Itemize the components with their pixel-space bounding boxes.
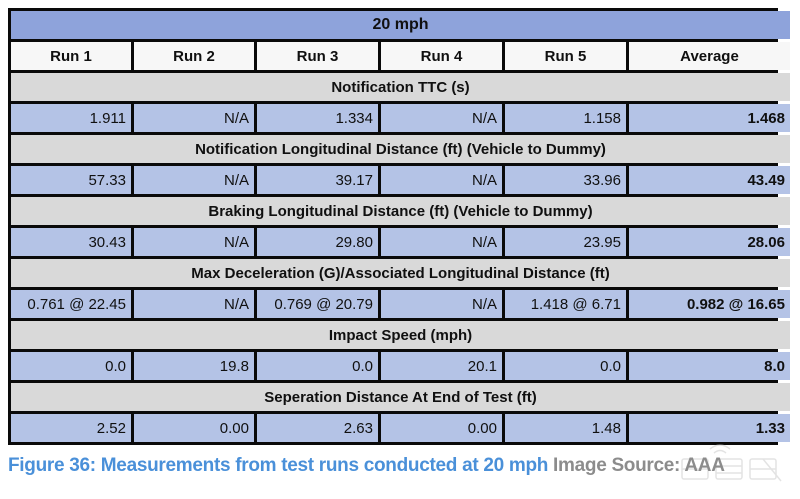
value-cell: 39.17 [257,166,378,194]
table-title: 20 mph [11,11,790,39]
value-cell: 2.63 [257,414,378,442]
value-cell: 1.334 [257,104,378,132]
value-cell: 29.80 [257,228,378,256]
average-value-cell: 28.06 [629,228,790,256]
value-cell: 19.8 [134,352,254,380]
section-header-impact-speed: Impact Speed (mph) [11,321,790,349]
value-cell: 0.0 [505,352,626,380]
value-cell: 33.96 [505,166,626,194]
value-cell: 0.761 @ 22.45 [11,290,131,318]
average-value-cell: 1.33 [629,414,790,442]
column-header-average: Average [629,42,790,70]
value-cell: 0.00 [134,414,254,442]
value-cell: N/A [381,228,502,256]
average-value-cell: 43.49 [629,166,790,194]
image-source-text: Image Source: AAA [553,455,725,476]
value-cell: 0.0 [11,352,131,380]
value-cell: 1.911 [11,104,131,132]
measurements-table: 20 mph Run 1 Run 2 Run 3 Run 4 Run 5 Ave… [8,8,790,445]
value-cell: 0.769 @ 20.79 [257,290,378,318]
watermark-logo [681,444,782,482]
value-cell: N/A [134,228,254,256]
section-header-braking-distance: Braking Longitudinal Distance (ft) (Vehi… [11,197,790,225]
value-cell: N/A [381,166,502,194]
value-cell: 57.33 [11,166,131,194]
value-cell: 0.0 [257,352,378,380]
value-cell: 1.418 @ 6.71 [505,290,626,318]
column-header-run-1: Run 1 [11,42,131,70]
value-cell: 30.43 [11,228,131,256]
value-cell: 1.158 [505,104,626,132]
value-cell: N/A [381,290,502,318]
figure-caption-text: Figure 36: Measurements from test runs c… [8,455,549,476]
value-cell: 2.52 [11,414,131,442]
value-cell: 0.00 [381,414,502,442]
average-value-cell: 0.982 @ 16.65 [629,290,790,318]
value-cell: N/A [134,290,254,318]
column-header-run-2: Run 2 [134,42,254,70]
value-cell: 23.95 [505,228,626,256]
section-header-max-deceleration: Max Deceleration (G)/Associated Longitud… [11,259,790,287]
section-header-separation-distance: Seperation Distance At End of Test (ft) [11,383,790,411]
value-cell: N/A [134,104,254,132]
column-header-run-5: Run 5 [505,42,626,70]
section-header-notification-ttc: Notification TTC (s) [11,73,790,101]
value-cell: N/A [134,166,254,194]
figure-caption: Figure 36: Measurements from test runs c… [8,455,725,477]
value-cell: 1.48 [505,414,626,442]
section-header-notification-distance: Notification Longitudinal Distance (ft) … [11,135,790,163]
column-header-run-3: Run 3 [257,42,378,70]
average-value-cell: 8.0 [629,352,790,380]
value-cell: N/A [381,104,502,132]
average-value-cell: 1.468 [629,104,790,132]
value-cell: 20.1 [381,352,502,380]
column-header-run-4: Run 4 [381,42,502,70]
